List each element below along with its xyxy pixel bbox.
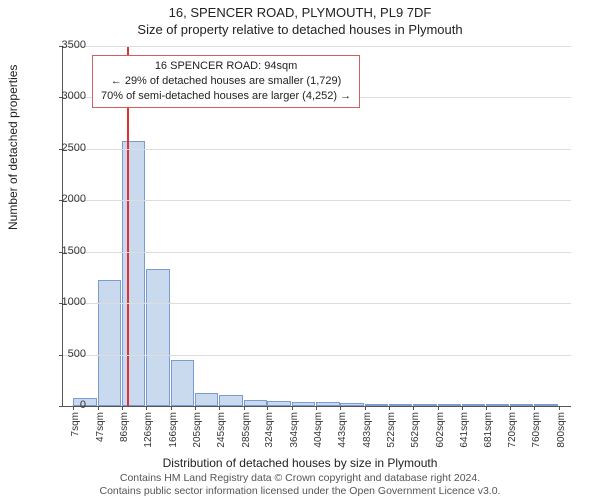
y-tick-label: 3500 — [42, 39, 86, 51]
histogram-bar — [486, 404, 509, 406]
attribution-line2: Contains public sector information licen… — [0, 485, 600, 498]
x-tick-label: 720sqm — [507, 412, 518, 452]
histogram-bar — [195, 393, 218, 406]
x-tick-mark — [98, 406, 99, 410]
attribution-line1: Contains HM Land Registry data © Crown c… — [0, 472, 600, 485]
gridline — [63, 355, 571, 356]
x-tick-label: 364sqm — [289, 412, 300, 452]
histogram-bar — [146, 269, 169, 406]
histogram-bar — [122, 141, 145, 406]
histogram-bar — [219, 395, 242, 406]
x-tick-mark — [316, 406, 317, 410]
gridline — [63, 149, 571, 150]
x-tick-mark — [510, 406, 511, 410]
annotation-line2: ← 29% of detached houses are smaller (1,… — [101, 74, 351, 89]
x-tick-label: 324sqm — [264, 412, 275, 452]
x-tick-mark — [534, 406, 535, 410]
y-tick-label: 3000 — [42, 90, 86, 102]
x-tick-mark — [195, 406, 196, 410]
chart-container: 16, SPENCER ROAD, PLYMOUTH, PL9 7DF Size… — [0, 0, 600, 500]
x-tick-label: 760sqm — [531, 412, 542, 452]
y-tick-label: 500 — [42, 348, 86, 360]
x-tick-label: 126sqm — [143, 412, 154, 452]
x-tick-label: 800sqm — [556, 412, 567, 452]
x-tick-mark — [365, 406, 366, 410]
x-tick-mark — [340, 406, 341, 410]
histogram-bar — [244, 400, 267, 406]
y-tick-label: 0 — [42, 399, 86, 411]
x-tick-mark — [413, 406, 414, 410]
y-tick-label: 1000 — [42, 296, 86, 308]
x-tick-mark — [462, 406, 463, 410]
x-tick-label: 86sqm — [119, 412, 130, 452]
x-tick-label: 245sqm — [216, 412, 227, 452]
chart-title-desc: Size of property relative to detached ho… — [0, 22, 600, 37]
x-tick-label: 7sqm — [70, 412, 81, 452]
x-tick-label: 522sqm — [386, 412, 397, 452]
x-tick-label: 641sqm — [459, 412, 470, 452]
y-tick-label: 1500 — [42, 245, 86, 257]
x-tick-label: 205sqm — [192, 412, 203, 452]
histogram-bar — [510, 404, 533, 406]
histogram-bar — [267, 401, 290, 406]
x-tick-label: 562sqm — [410, 412, 421, 452]
gridline — [63, 303, 571, 304]
x-tick-mark — [292, 406, 293, 410]
x-tick-label: 681sqm — [483, 412, 494, 452]
x-tick-mark — [171, 406, 172, 410]
x-tick-mark — [438, 406, 439, 410]
histogram-bar — [316, 402, 339, 406]
x-tick-mark — [146, 406, 147, 410]
histogram-bar — [98, 280, 121, 407]
x-tick-mark — [267, 406, 268, 410]
attribution-text: Contains HM Land Registry data © Crown c… — [0, 472, 600, 498]
annotation-line1: 16 SPENCER ROAD: 94sqm — [101, 59, 351, 74]
annotation-box: 16 SPENCER ROAD: 94sqm ← 29% of detached… — [92, 55, 360, 108]
histogram-bar — [340, 403, 363, 406]
y-axis-label: Number of detached properties — [6, 65, 20, 230]
gridline — [63, 46, 571, 47]
x-tick-label: 443sqm — [337, 412, 348, 452]
x-tick-mark — [219, 406, 220, 410]
gridline — [63, 252, 571, 253]
histogram-bar — [389, 404, 412, 406]
x-tick-label: 47sqm — [95, 412, 106, 452]
histogram-bar — [365, 404, 388, 406]
histogram-bar — [462, 404, 485, 406]
x-tick-mark — [122, 406, 123, 410]
histogram-bar — [171, 360, 194, 406]
chart-title-address: 16, SPENCER ROAD, PLYMOUTH, PL9 7DF — [0, 5, 600, 20]
y-tick-label: 2500 — [42, 142, 86, 154]
histogram-bar — [292, 402, 315, 406]
gridline — [63, 200, 571, 201]
x-tick-label: 483sqm — [362, 412, 373, 452]
y-tick-label: 2000 — [42, 193, 86, 205]
x-tick-mark — [559, 406, 560, 410]
x-tick-mark — [486, 406, 487, 410]
x-tick-label: 404sqm — [313, 412, 324, 452]
histogram-bar — [534, 404, 557, 406]
x-tick-label: 602sqm — [435, 412, 446, 452]
x-tick-mark — [389, 406, 390, 410]
x-tick-mark — [244, 406, 245, 410]
histogram-bar — [413, 404, 436, 406]
annotation-line3: 70% of semi-detached houses are larger (… — [101, 89, 351, 104]
x-tick-label: 166sqm — [168, 412, 179, 452]
histogram-bar — [438, 404, 461, 406]
x-axis-label: Distribution of detached houses by size … — [0, 456, 600, 470]
x-tick-label: 285sqm — [241, 412, 252, 452]
